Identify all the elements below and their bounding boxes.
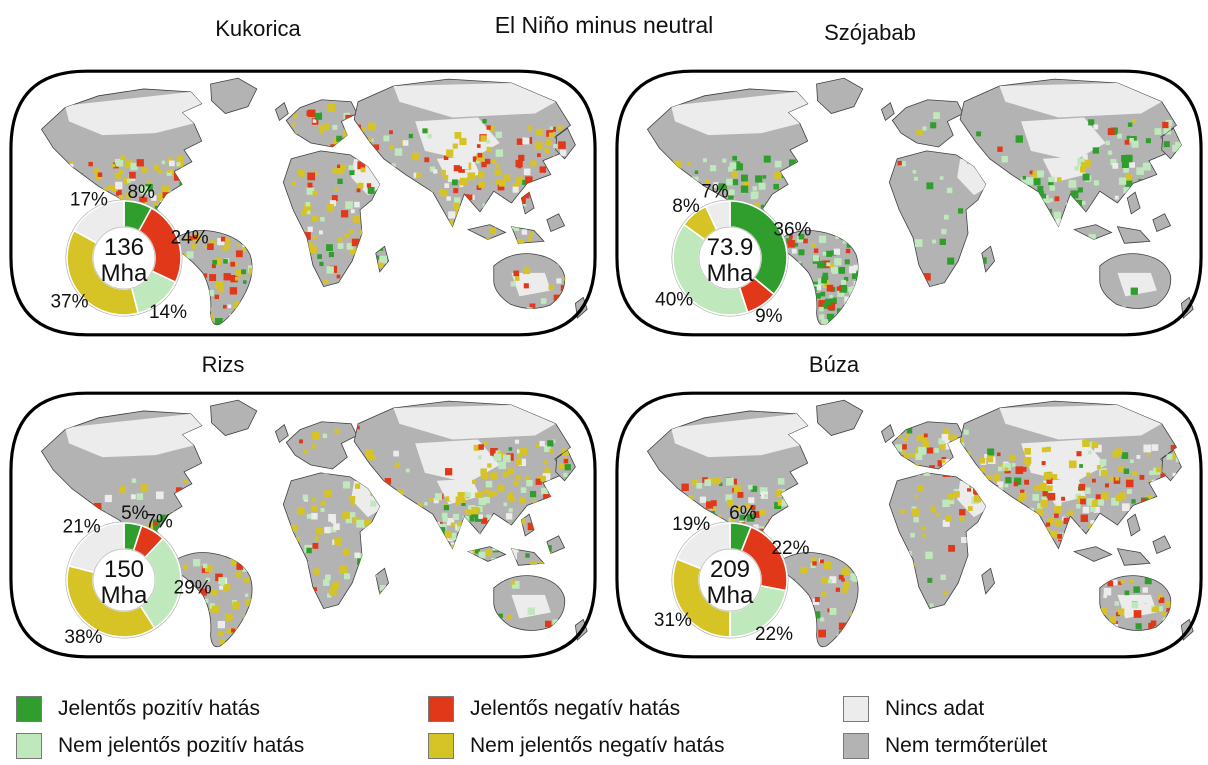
legend-item-nonsig-pos: Nem jelentős pozitív hatás	[16, 727, 304, 764]
map-panel-rizs: 5% 7% 29% 38% 21% 150 Mha	[8, 384, 598, 666]
donut-center-unit: Mha	[707, 582, 754, 609]
legend-label-sig-pos: Jelentős pozitív hatás	[58, 696, 260, 720]
donut-percent-label: 19%	[672, 514, 710, 535]
legend-swatch-nonsig-neg-icon	[428, 732, 454, 759]
donut-hole	[92, 548, 156, 612]
donut-percent-label: 7%	[145, 512, 173, 533]
legend-label-non-cropland: Nem termőterület	[885, 733, 1048, 757]
donut-percent-label: 37%	[50, 291, 88, 312]
donut-center-value: 209	[710, 556, 750, 583]
donut-percent-label: 22%	[771, 538, 809, 559]
legend-label-nonsig-neg: Nem jelentős negatív hatás	[470, 733, 725, 757]
crop-title-buza: Búza	[808, 352, 860, 377]
donut-percent-label: 31%	[654, 610, 692, 631]
legend-item-sig-pos: Jelentős pozitív hatás	[16, 690, 304, 727]
donut-center-unit: Mha	[707, 260, 754, 287]
map-panel-kukorica: 8% 24% 14% 37% 17% 136 Mha	[8, 62, 598, 344]
legend-item-nonsig-neg: Nem jelentős negatív hatás	[428, 727, 724, 764]
legend-label-sig-neg: Jelentős negatív hatás	[470, 696, 681, 720]
legend-label-no-data: Nincs adat	[885, 696, 985, 720]
legend-column-nodata: Nincs adat Nem termőterület	[843, 690, 1047, 764]
donut-percent-label: 40%	[655, 290, 693, 311]
donut-percent-label: 21%	[63, 517, 101, 538]
legend-column-positive: Jelentős pozitív hatás Nem jelentős pozi…	[16, 690, 304, 764]
donut-percent-label: 7%	[701, 182, 729, 203]
donut-percent-label: 8%	[127, 182, 155, 203]
legend-item-no-data: Nincs adat	[843, 690, 1047, 727]
donut-center-value: 73.9	[707, 234, 754, 261]
donut-percent-label: 5%	[121, 503, 149, 524]
donut-percent-label: 29%	[174, 578, 212, 599]
crop-title-szojabab: Szójabab	[824, 20, 916, 45]
legend-swatch-sig-pos-icon	[16, 695, 42, 722]
donut-percent-label: 17%	[70, 190, 108, 211]
map-border	[615, 391, 1203, 659]
figure-title: El Niño minus neutral	[494, 12, 714, 38]
legend-item-non-cropland: Nem termőterület	[843, 727, 1047, 764]
legend-label-nonsig-pos: Nem jelentős pozitív hatás	[58, 733, 305, 757]
legend-swatch-sig-neg-icon	[428, 695, 454, 722]
donut-center-value: 136	[104, 234, 144, 261]
legend: Jelentős pozitív hatás Nem jelentős pozi…	[0, 690, 1208, 765]
map-panel-szojabab: 36% 9% 40% 8% 7% 73.9 Mha	[614, 62, 1204, 344]
legend-swatch-non-cropland-icon	[843, 732, 869, 759]
legend-swatch-no-data-icon	[843, 695, 869, 722]
world-map-rizs	[9, 391, 597, 659]
donut-center-unit: Mha	[101, 582, 148, 609]
crop-title-rizs: Rizs	[201, 352, 245, 377]
legend-swatch-nonsig-pos-icon	[16, 732, 42, 759]
map-border	[9, 391, 597, 659]
donut-percent-label: 8%	[672, 196, 700, 217]
donut-percent-label: 36%	[773, 220, 811, 241]
donut-center-unit: Mha	[101, 260, 148, 287]
donut-hole	[92, 226, 156, 290]
crop-title-kukorica: Kukorica	[215, 16, 301, 41]
map-border	[615, 69, 1203, 337]
world-map-szojabab	[615, 69, 1203, 337]
legend-item-sig-neg: Jelentős negatív hatás	[428, 690, 724, 727]
no-data-regions	[671, 83, 1162, 297]
world-map-buza	[615, 391, 1203, 659]
donut-hole	[698, 548, 762, 612]
map-border	[9, 69, 597, 337]
donut-percent-label: 14%	[149, 302, 187, 323]
donut-hole	[698, 226, 762, 290]
donut-percent-label: 24%	[171, 228, 209, 249]
legend-column-negative: Jelentős negatív hatás Nem jelentős nega…	[428, 690, 724, 764]
donut-percent-label: 22%	[755, 624, 793, 645]
donut-percent-label: 6%	[729, 503, 757, 524]
donut-center-value: 150	[104, 556, 144, 583]
world-map-kukorica	[9, 69, 597, 337]
donut-percent-label: 9%	[755, 306, 783, 327]
map-panel-buza: 6% 22% 22% 31% 19% 209 Mha	[614, 384, 1204, 666]
donut-percent-label: 38%	[64, 627, 102, 648]
